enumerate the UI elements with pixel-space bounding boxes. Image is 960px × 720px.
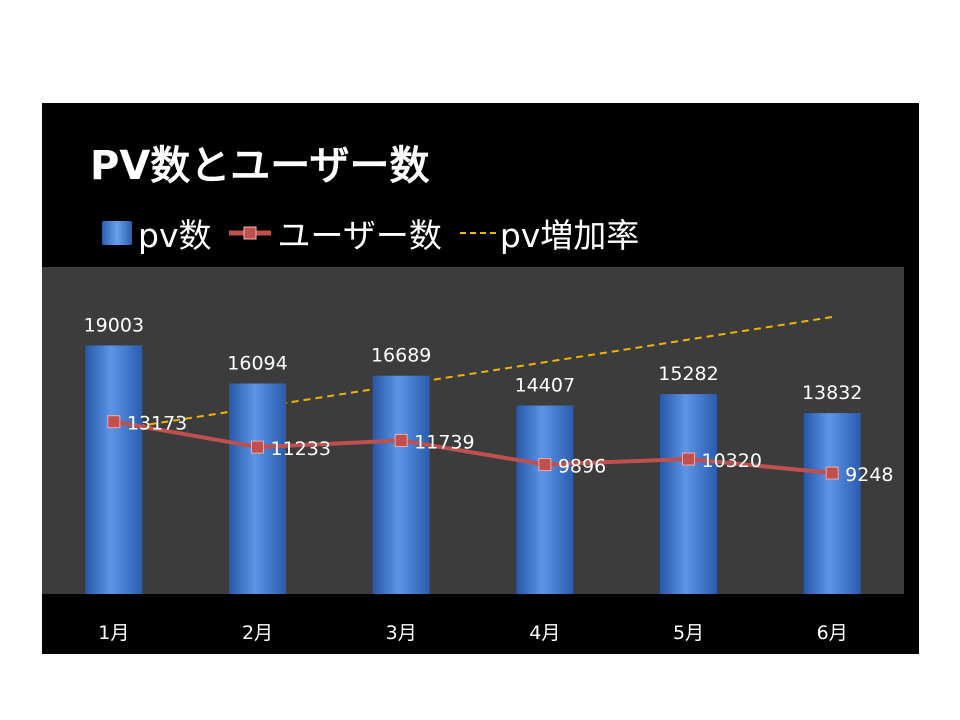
pv-bar-label: 19003 [84, 314, 144, 336]
plot-svg: 19003 16094 16689 14407 15282 13832 13173 11233… [42, 267, 904, 644]
users-point [251, 440, 264, 454]
chart-title: PV数とユーザー数 [90, 143, 430, 189]
x-tick-label: 2月 [242, 622, 273, 644]
x-tick-label: 4月 [529, 622, 560, 644]
x-tick-label: 1月 [98, 622, 129, 644]
pv-bar [660, 394, 717, 594]
legend-swatch-bar [102, 221, 132, 245]
pv-bar-label: 16094 [227, 352, 287, 374]
pv-bar [803, 413, 861, 594]
users-point-label: 9896 [558, 456, 606, 478]
legend: pv数 ユーザー数 pv増加率 [102, 211, 655, 255]
pv-bar [85, 345, 143, 594]
users-point [394, 433, 408, 447]
x-tick-label: 3月 [386, 622, 417, 644]
pv-bar [516, 405, 574, 594]
pv-bar [372, 375, 430, 594]
users-point-label: 11233 [271, 438, 331, 460]
legend-item-pv: pv数 [102, 209, 211, 257]
chart-frame: PV数とユーザー数 pv数 ユーザー数 pv増加率 [42, 103, 919, 654]
pv-bar-label: 15282 [658, 363, 718, 385]
plot-area [42, 267, 904, 594]
legend-item-growth: pv増加率 [458, 209, 639, 257]
pv-bar-label: 14407 [515, 375, 575, 397]
pv-bar [229, 383, 286, 594]
legend-label-users: ユーザー数 [277, 216, 442, 255]
users-point-label: 11739 [414, 431, 474, 453]
users-point [682, 452, 695, 466]
users-point [107, 415, 121, 429]
users-point [825, 466, 839, 480]
pv-bar-label: 16689 [371, 345, 431, 367]
users-point-label: 10320 [702, 450, 762, 472]
pv-bar-label: 13832 [802, 382, 862, 404]
legend-label-growth: pv増加率 [499, 216, 640, 255]
users-point [538, 458, 552, 472]
users-point-label: 13173 [127, 413, 187, 435]
legend-swatch-dash [459, 232, 496, 234]
x-tick-label: 5月 [673, 622, 704, 644]
legend-label-pv: pv数 [138, 216, 212, 255]
legend-swatch-line [229, 226, 272, 240]
users-line [113, 419, 833, 476]
legend-item-users: ユーザー数 [227, 209, 442, 257]
users-point-label: 9248 [845, 464, 893, 486]
x-tick-label: 6月 [817, 622, 848, 644]
